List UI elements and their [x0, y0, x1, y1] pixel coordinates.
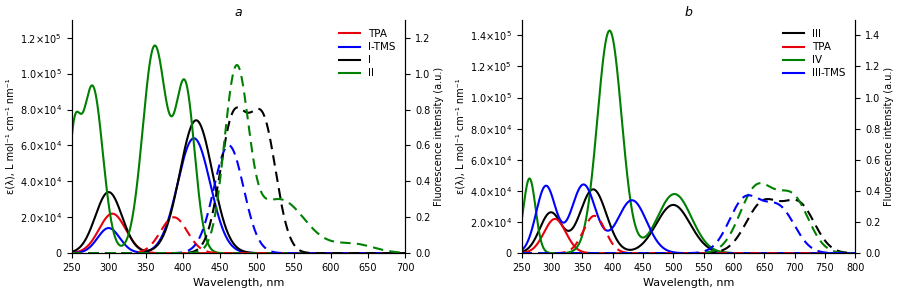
X-axis label: Wavelength, nm: Wavelength, nm	[643, 278, 734, 288]
Title: b: b	[685, 6, 692, 19]
Legend: TPA, I-TMS, I, II: TPA, I-TMS, I, II	[335, 25, 400, 83]
Y-axis label: Fluorescence intensity (a.u.): Fluorescence intensity (a.u.)	[885, 67, 895, 206]
X-axis label: Wavelength, nm: Wavelength, nm	[193, 278, 284, 288]
Title: a: a	[235, 6, 242, 19]
Y-axis label: ε(λ), L mol⁻¹ cm⁻¹ nm⁻¹: ε(λ), L mol⁻¹ cm⁻¹ nm⁻¹	[455, 78, 465, 194]
Y-axis label: ε(λ), L mol⁻¹ cm⁻¹ nm⁻¹: ε(λ), L mol⁻¹ cm⁻¹ nm⁻¹	[5, 78, 15, 194]
Y-axis label: Fluorescence intensity (a.u.): Fluorescence intensity (a.u.)	[435, 67, 445, 206]
Legend: III, TPA, IV, III-TMS: III, TPA, IV, III-TMS	[779, 25, 850, 83]
